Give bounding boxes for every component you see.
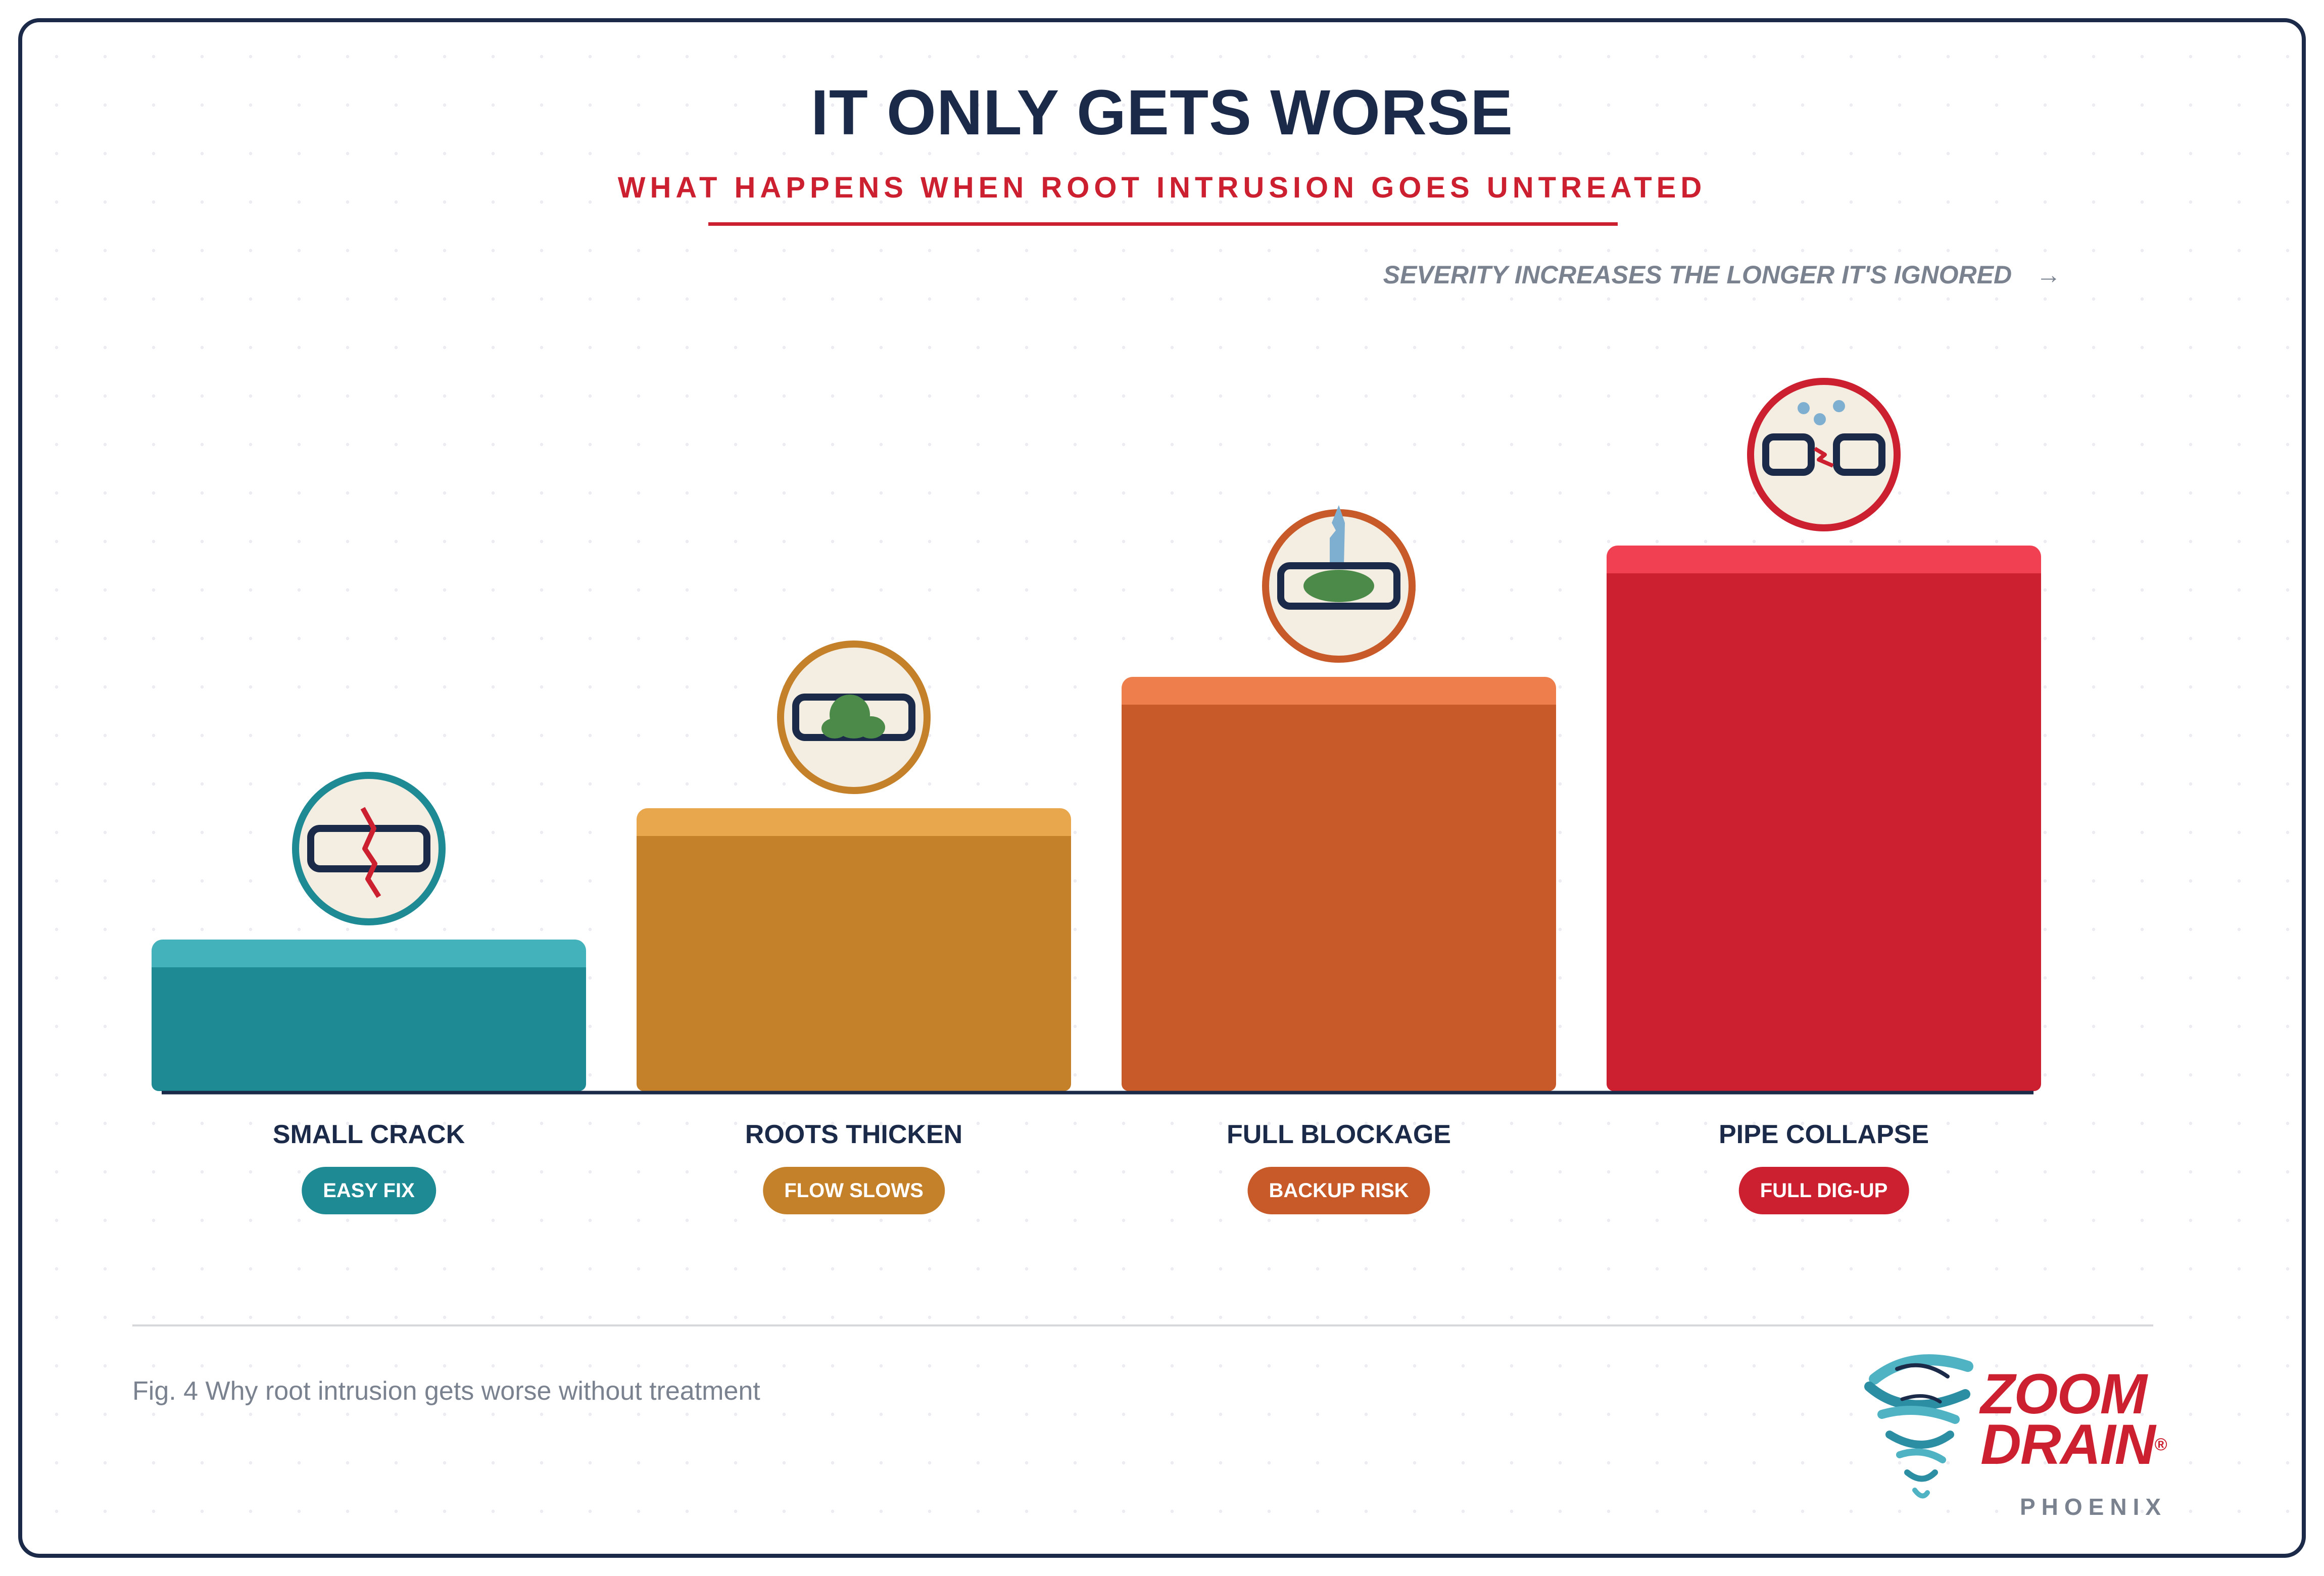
bar-body [637,839,1071,1091]
tornado-logo-icon [1864,1354,1973,1499]
step-label: ROOTS THICKEN [745,1120,963,1149]
step-label: FULL BLOCKAGE [1227,1120,1451,1149]
step-label: PIPE COLLAPSE [1718,1120,1929,1149]
title-underline [708,222,1618,226]
page-title: IT ONLY GETS WORSE [810,77,1514,148]
pipe-with-roots-icon [777,641,931,794]
caption-divider [132,1324,2153,1326]
status-badge: BACKUP RISK [1247,1167,1430,1214]
arrow-right-icon: → [2036,261,2061,289]
bar-body [1607,576,2041,1091]
step-label: SMALL CRACK [272,1120,465,1149]
blocked-pipe-with-backup-icon [1262,505,1416,663]
cracked-pipe-icon [292,772,446,925]
bar-body [1122,707,1556,1091]
brand-wordmark: ZOOM DRAIN® [1980,1362,2167,1473]
brand-line-2: DRAIN [1980,1413,2156,1476]
bar-body [152,970,586,1091]
brand-line-1: ZOOM [1980,1362,2147,1425]
brand-city: PHOENIX [2020,1494,2167,1520]
status-badge: FLOW SLOWS [763,1167,945,1214]
collapsed-pipe-icon [1747,378,1901,531]
severity-bar-1 [152,940,586,1091]
registered-mark: ® [2154,1435,2167,1454]
bar-body-joint [1607,573,2041,594]
severity-bar-3 [1122,677,1556,1091]
severity-bar-2 [637,808,1071,1091]
status-badge: EASY FIX [302,1167,436,1214]
severity-note-text: SEVERITY INCREASES THE LONGER IT'S IGNOR… [1383,261,2012,289]
figure-caption: Fig. 4 Why root intrusion gets worse wit… [132,1376,760,1406]
bar-body-joint [637,836,1071,856]
page-subtitle: WHAT HAPPENS WHEN ROOT INTRUSION GOES UN… [617,171,1707,204]
severity-bar-4 [1607,546,2041,1091]
severity-note: SEVERITY INCREASES THE LONGER IT'S IGNOR… [1383,260,2061,289]
bar-body-joint [152,967,586,988]
bar-body-joint [1122,705,1556,725]
status-badge: FULL DIG-UP [1738,1167,1909,1214]
